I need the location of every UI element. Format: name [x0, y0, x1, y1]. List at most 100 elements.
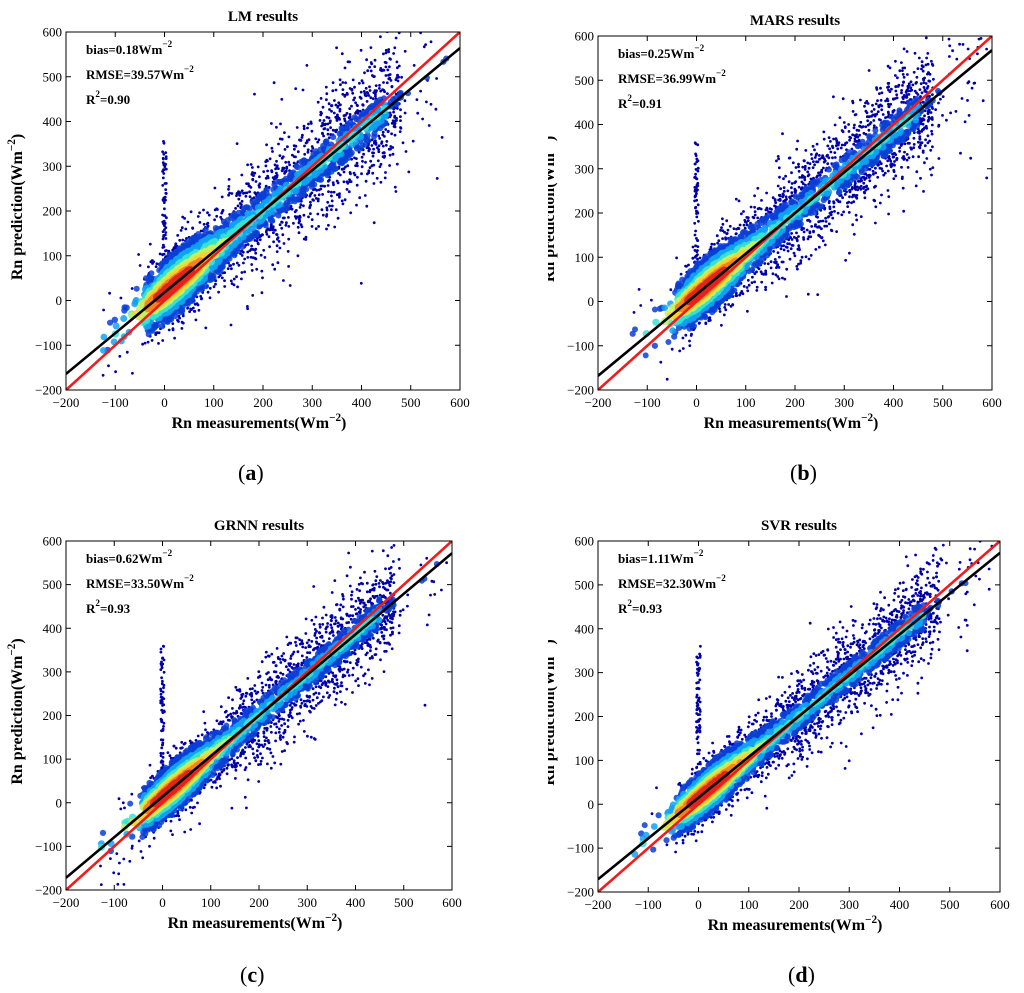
scatter-point — [419, 32, 422, 35]
scatter-point — [162, 201, 166, 205]
scatter-point — [753, 194, 756, 198]
scatter-point — [294, 155, 297, 159]
scatter-point — [651, 342, 658, 349]
scatter-point — [435, 177, 439, 180]
scatter-point — [333, 99, 336, 102]
scatter-point — [907, 156, 911, 160]
scatter-point — [877, 105, 881, 109]
scatter-point — [880, 108, 884, 112]
scatter-point — [818, 157, 821, 161]
scatter-point — [316, 100, 320, 104]
scatter-point — [388, 164, 391, 167]
scatter-point — [147, 265, 150, 269]
scatter-point — [163, 165, 167, 169]
scatter-point — [693, 199, 696, 203]
scatter-point — [188, 310, 192, 313]
scatter-point — [384, 51, 388, 55]
scatter-point — [816, 160, 820, 164]
scatter-point — [362, 90, 366, 93]
scatter-point — [371, 171, 375, 175]
scatter-point — [891, 152, 894, 156]
scatter-point — [707, 316, 711, 320]
scatter-point — [807, 257, 811, 261]
scatter-point — [298, 218, 301, 222]
scatter-point — [114, 370, 117, 374]
scatter-point — [902, 75, 906, 79]
scatter-point — [278, 246, 282, 250]
scatter-point — [901, 175, 904, 179]
scatter-point — [681, 336, 685, 340]
scatter-point — [776, 251, 780, 255]
scatter-point — [386, 129, 390, 133]
scatter-point — [905, 153, 909, 156]
scatter-point — [874, 205, 878, 209]
scatter-point — [384, 48, 388, 52]
scatter-point — [696, 203, 700, 207]
scatter-point — [788, 257, 792, 261]
scatter-point — [835, 139, 839, 143]
scatter-point — [919, 176, 922, 180]
scatter-point — [864, 125, 868, 129]
scatter-point — [230, 267, 233, 271]
scatter-point — [797, 235, 800, 238]
scatter-point — [230, 192, 234, 195]
scatter-point — [804, 149, 808, 152]
scatter-point — [341, 88, 345, 91]
scatter-point — [422, 45, 426, 49]
scatter-point — [906, 141, 910, 145]
scatter-point — [815, 142, 819, 146]
scatter-point — [766, 262, 770, 266]
scatter-point — [164, 162, 167, 166]
scatter-point — [688, 344, 692, 347]
scatter-point — [370, 164, 374, 168]
scatter-point — [921, 69, 925, 73]
scatter-point — [385, 140, 389, 143]
scatter-point — [694, 244, 697, 248]
scatter-point — [384, 128, 388, 131]
scatter-point — [694, 206, 697, 210]
scatter-point — [374, 92, 377, 96]
scatter-point — [344, 165, 347, 169]
scatter-point — [173, 336, 177, 340]
scatter-point — [266, 159, 269, 163]
scatter-point — [729, 304, 733, 308]
scatter-point — [959, 151, 962, 155]
scatter-point — [316, 199, 320, 203]
scatter-point — [399, 115, 402, 118]
scatter-point — [894, 85, 898, 88]
scatter-point — [876, 110, 880, 114]
scatter-point — [407, 170, 411, 174]
scatter-point — [361, 81, 365, 85]
scatter-point — [287, 225, 291, 228]
scatter-point — [184, 227, 188, 231]
scatter-point — [853, 123, 856, 127]
scatter-point — [311, 146, 315, 150]
scatter-point — [786, 249, 790, 253]
scatter-point — [280, 137, 284, 141]
scatter-point — [791, 161, 795, 165]
scatter-point — [855, 218, 859, 222]
scatter-point — [325, 98, 328, 102]
scatter-point — [327, 102, 331, 106]
scatter-point — [304, 235, 308, 239]
scatter-point — [803, 168, 807, 171]
scatter-point — [832, 205, 836, 209]
scatter-point — [872, 198, 876, 202]
scatter-point — [378, 87, 381, 90]
scatter-point — [864, 188, 868, 192]
scatter-point — [371, 97, 375, 101]
scatter-point — [746, 289, 750, 293]
scatter-point — [789, 247, 793, 251]
scatter-point — [870, 110, 874, 113]
scatter-point — [358, 109, 362, 113]
scatter-point — [832, 137, 835, 141]
scatter-point — [230, 282, 234, 285]
scatter-point — [261, 276, 264, 280]
scatter-point — [889, 159, 893, 163]
scatter-point — [387, 48, 391, 51]
scatter-point — [763, 262, 767, 265]
scatter-point — [922, 100, 925, 104]
scatter-point — [278, 154, 282, 158]
x-tick-label: 100 — [204, 395, 224, 410]
scatter-point — [272, 240, 275, 244]
